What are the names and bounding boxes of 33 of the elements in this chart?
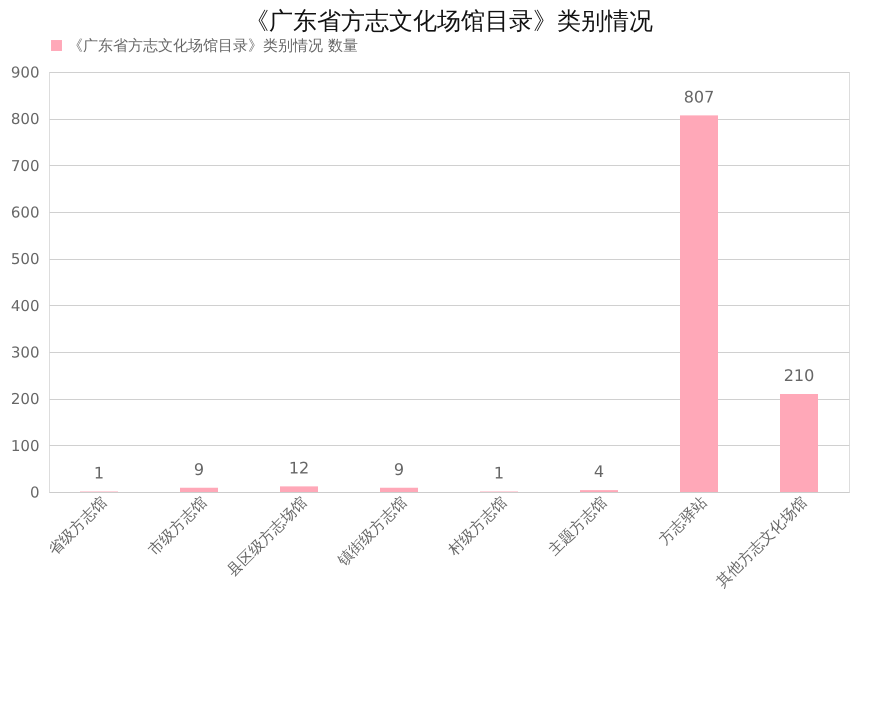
y-tick-label: 0 [30,484,40,502]
data-label: 1 [94,464,104,483]
data-label: 4 [594,462,604,482]
x-tick-label: 省级方志馆 [44,493,110,559]
y-tick-label: 600 [10,204,40,222]
y-tick-label: 100 [10,436,40,455]
bar [180,488,218,492]
data-label: 9 [194,460,204,479]
x-tick-label: 市级方志馆 [144,493,210,559]
bar [780,394,818,492]
y-tick-label: 500 [10,250,40,268]
y-tick-label: 400 [10,296,40,315]
x-tick-label: 县区级方志场馆 [223,493,310,580]
x-tick-label: 其他方志文化场馆 [712,493,810,591]
chart-title: 《广东省方志文化场馆目录》类别情况 [245,7,653,35]
bar [280,486,318,492]
data-label: 12 [288,458,310,478]
x-tick-label: 村级方志馆 [444,493,510,560]
data-label: 807 [684,87,714,106]
y-tick-label: 700 [10,156,40,175]
bar [680,115,718,492]
y-tick-label: 800 [10,110,40,128]
legend-label: 《广东省方志文化场馆目录》类别情况 数量 [68,36,358,54]
x-tick-label: 镇街级方志馆 [333,493,410,570]
data-label: 9 [394,460,404,479]
y-tick-label: 300 [10,344,40,362]
x-tick-label: 主题方志馆 [544,493,610,559]
data-label: 210 [784,366,814,385]
bar [380,488,418,492]
data-label: 1 [494,464,504,483]
y-tick-label: 200 [10,390,40,408]
y-tick-label: 900 [10,64,40,82]
x-tick-label: 方志驿站 [655,493,710,548]
